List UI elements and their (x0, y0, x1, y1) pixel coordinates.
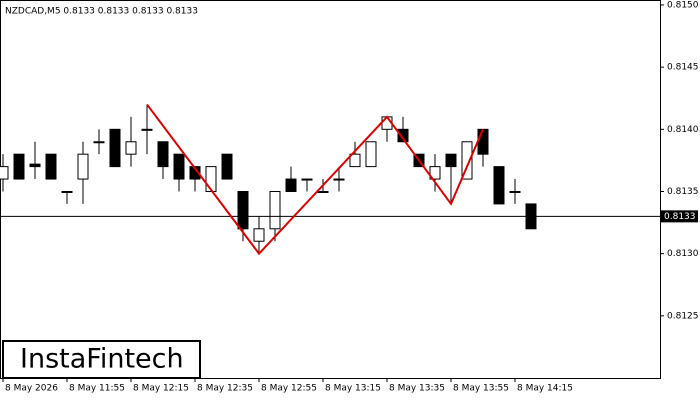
plot-frame (0, 0, 661, 379)
y-tick-label: 0.8125 (667, 311, 699, 321)
current-price-label: 0.8133 (664, 212, 696, 222)
candle-body (0, 166, 9, 180)
candle-body (13, 153, 25, 180)
candle-body (221, 153, 233, 180)
candle-body (45, 153, 57, 180)
candle-body (365, 141, 377, 168)
y-tick-label: 0.8130 (667, 249, 699, 259)
candle-body (429, 166, 441, 180)
candle-body (93, 141, 105, 144)
candle-body (333, 178, 345, 181)
x-tick-label: 8 May 12:35 (197, 384, 253, 394)
pattern-line (146, 103, 484, 256)
candle-body (253, 228, 265, 242)
y-tick-label: 0.8135 (667, 187, 699, 197)
x-tick-label: 8 May 12:55 (261, 384, 317, 394)
candle-body (29, 163, 41, 168)
candle-body (141, 128, 153, 131)
candle-body (317, 190, 329, 193)
x-tick-label: 8 May 12:15 (133, 384, 189, 394)
candle-body (237, 190, 249, 230)
candle-body (173, 153, 185, 180)
candle-body (125, 141, 137, 155)
candle-body (445, 153, 457, 168)
candle-body (205, 166, 217, 192)
candle-body (61, 190, 73, 193)
current-price-box (661, 210, 698, 223)
candle-body (397, 128, 409, 143)
y-tick-label: 0.8145 (667, 63, 699, 73)
candle-body (349, 153, 361, 168)
candle-body (109, 128, 121, 168)
logo: InstaFintech (20, 344, 184, 375)
candle-body (269, 190, 281, 230)
x-tick-label: 8 May 11:55 (69, 384, 125, 394)
x-tick-label: 8 May 14:15 (517, 384, 573, 394)
candle-body (477, 128, 489, 155)
candle-body (285, 178, 297, 192)
candle-body (493, 166, 505, 205)
chart-title: NZDCAD,M5 0.8133 0.8133 0.8133 0.8133 (5, 7, 198, 17)
logo-box (2, 340, 201, 379)
candle-body (461, 141, 473, 180)
candle-body (157, 141, 169, 168)
candle-body (77, 153, 89, 180)
y-tick-label: 0.8150 (667, 0, 699, 10)
x-tick-label: 8 May 13:15 (325, 384, 381, 394)
candle-body (189, 166, 201, 180)
candle-body (301, 178, 313, 181)
candle-body (509, 190, 521, 193)
x-tick-label: 8 May 2026 (5, 384, 58, 394)
x-tick-label: 8 May 13:35 (389, 384, 445, 394)
x-tick-label: 8 May 13:55 (453, 384, 509, 394)
y-tick-label: 0.8140 (667, 125, 699, 135)
